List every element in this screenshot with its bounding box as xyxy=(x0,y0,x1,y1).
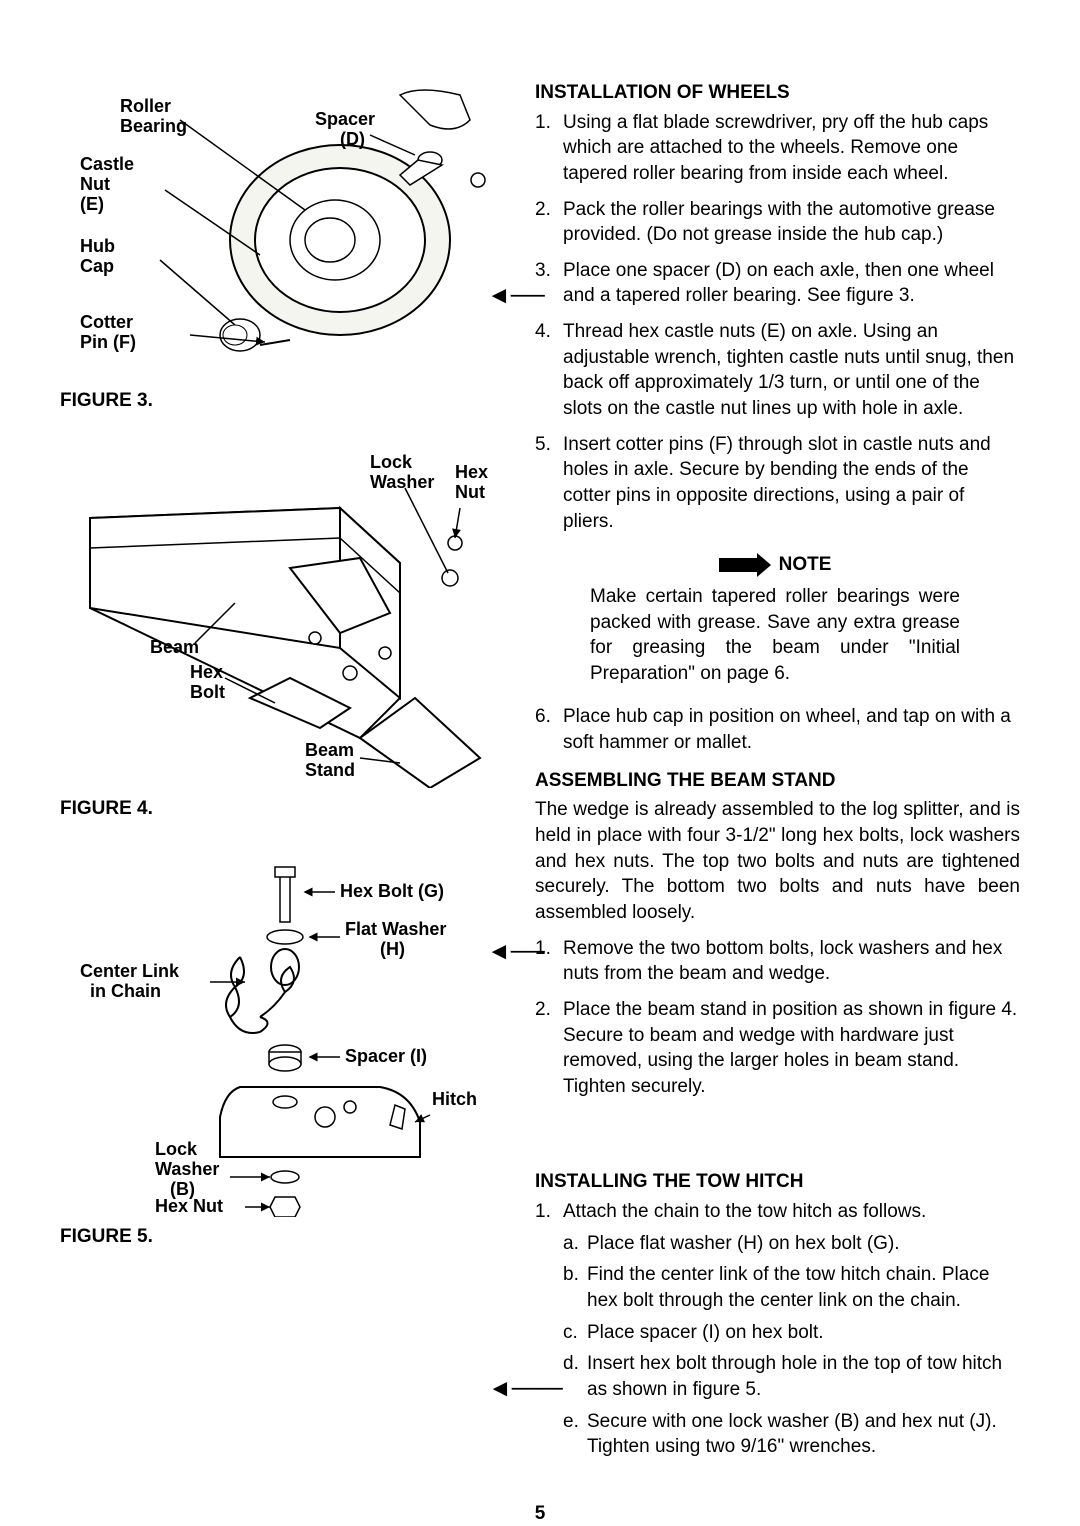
heading-tow-hitch: INSTALLING THE TOW HITCH xyxy=(535,1169,1020,1195)
note-arrow-icon xyxy=(719,558,759,572)
list-item: ◄──3.Place one spacer (D) on each axle, … xyxy=(535,258,1020,309)
list-item: ◄──1.Remove the two bottom bolts, lock w… xyxy=(535,936,1020,987)
figure-5-svg: Hex Bolt (G) Flat Washer(H) Center Linki… xyxy=(60,857,500,1217)
svg-text:LockWasher(B): LockWasher(B) xyxy=(155,1139,219,1199)
figure-4-svg: LockWasher HexNut Beam HexBolt BeamStand xyxy=(60,448,500,788)
svg-text:Hex Bolt (G): Hex Bolt (G) xyxy=(340,881,444,901)
note-header: NOTE xyxy=(590,552,960,578)
note-label: NOTE xyxy=(779,552,832,578)
right-column: INSTALLATION OF WHEELS 1.Using a flat bl… xyxy=(535,80,1020,1476)
svg-text:Beam: Beam xyxy=(150,637,199,657)
figure-3-svg: RollerBearing Spacer(D) CastleNut(E) Hub… xyxy=(60,80,500,380)
svg-text:HexBolt: HexBolt xyxy=(190,662,225,702)
list-item: 2.Place the beam stand in position as sh… xyxy=(535,997,1020,1100)
note-text: Make certain tapered roller bearings wer… xyxy=(590,584,960,687)
svg-text:BeamStand: BeamStand xyxy=(305,740,355,780)
figure-3: RollerBearing Spacer(D) CastleNut(E) Hub… xyxy=(60,80,500,413)
ref-arrow-icon: ◄─── xyxy=(488,1373,563,1405)
install-wheels-list: 1.Using a flat blade screwdriver, pry of… xyxy=(535,110,1020,535)
svg-text:Flat Washer(H): Flat Washer(H) xyxy=(345,919,446,959)
list-item: 1. Attach the chain to the tow hitch as … xyxy=(535,1199,1020,1466)
install-wheels-list-cont: 6.Place hub cap in position on wheel, an… xyxy=(535,704,1020,755)
svg-text:RollerBearing: RollerBearing xyxy=(120,96,187,136)
sub-item: e.Secure with one lock washer (B) and he… xyxy=(563,1409,1020,1460)
sub-item: a.Place flat washer (H) on hex bolt (G). xyxy=(563,1231,1020,1257)
figure-3-caption: FIGURE 3. xyxy=(60,388,500,414)
figure-5-caption: FIGURE 5. xyxy=(60,1224,500,1250)
left-column: RollerBearing Spacer(D) CastleNut(E) Hub… xyxy=(60,80,500,1476)
sub-item: c.Place spacer (I) on hex bolt. xyxy=(563,1320,1020,1346)
page-container: RollerBearing Spacer(D) CastleNut(E) Hub… xyxy=(60,80,1020,1476)
svg-text:Spacer (I): Spacer (I) xyxy=(345,1046,427,1066)
ref-arrow-icon: ◄── xyxy=(487,280,545,312)
sub-item: ◄───d.Insert hex bolt through hole in th… xyxy=(563,1351,1020,1402)
figure-5: Hex Bolt (G) Flat Washer(H) Center Linki… xyxy=(60,857,500,1250)
figure-4-caption: FIGURE 4. xyxy=(60,796,500,822)
tow-hitch-sublist: a.Place flat washer (H) on hex bolt (G).… xyxy=(563,1231,1020,1460)
tow-hitch-list: 1. Attach the chain to the tow hitch as … xyxy=(535,1199,1020,1466)
tow-hitch-item1: Attach the chain to the tow hitch as fol… xyxy=(563,1201,926,1222)
svg-text:HubCap: HubCap xyxy=(80,236,115,276)
list-item: 4.Thread hex castle nuts (E) on axle. Us… xyxy=(535,319,1020,422)
sub-item: b.Find the center link of the tow hitch … xyxy=(563,1262,1020,1313)
note-block: NOTE Make certain tapered roller bearing… xyxy=(590,552,960,686)
list-item: 2.Pack the roller bearings with the auto… xyxy=(535,197,1020,248)
page-number: 5 xyxy=(60,1501,1020,1526)
beam-stand-list: ◄──1.Remove the two bottom bolts, lock w… xyxy=(535,936,1020,1100)
fig3-label-roller: Roller xyxy=(120,96,171,116)
list-item: 5.Insert cotter pins (F) through slot in… xyxy=(535,432,1020,535)
list-item: 6.Place hub cap in position on wheel, an… xyxy=(535,704,1020,755)
svg-text:LockWasher: LockWasher xyxy=(370,452,434,492)
svg-text:CastleNut(E): CastleNut(E) xyxy=(80,154,134,214)
list-item: 1.Using a flat blade screwdriver, pry of… xyxy=(535,110,1020,187)
svg-text:Hitch: Hitch xyxy=(432,1089,477,1109)
svg-text:CotterPin (F): CotterPin (F) xyxy=(80,312,136,352)
svg-text:HexNut: HexNut xyxy=(455,462,488,502)
heading-beam-stand: ASSEMBLING THE BEAM STAND xyxy=(535,768,1020,794)
svg-text:Hex Nut(J): Hex Nut(J) xyxy=(155,1196,223,1217)
beam-stand-intro: The wedge is already assembled to the lo… xyxy=(535,797,1020,925)
heading-install-wheels: INSTALLATION OF WHEELS xyxy=(535,80,1020,106)
svg-text:Spacer(D): Spacer(D) xyxy=(315,109,375,149)
figure-4: LockWasher HexNut Beam HexBolt BeamStand… xyxy=(60,448,500,821)
ref-arrow-icon: ◄── xyxy=(487,936,545,968)
svg-text:Center Linkin Chain: Center Linkin Chain xyxy=(80,961,180,1001)
spacer xyxy=(535,1109,1020,1169)
